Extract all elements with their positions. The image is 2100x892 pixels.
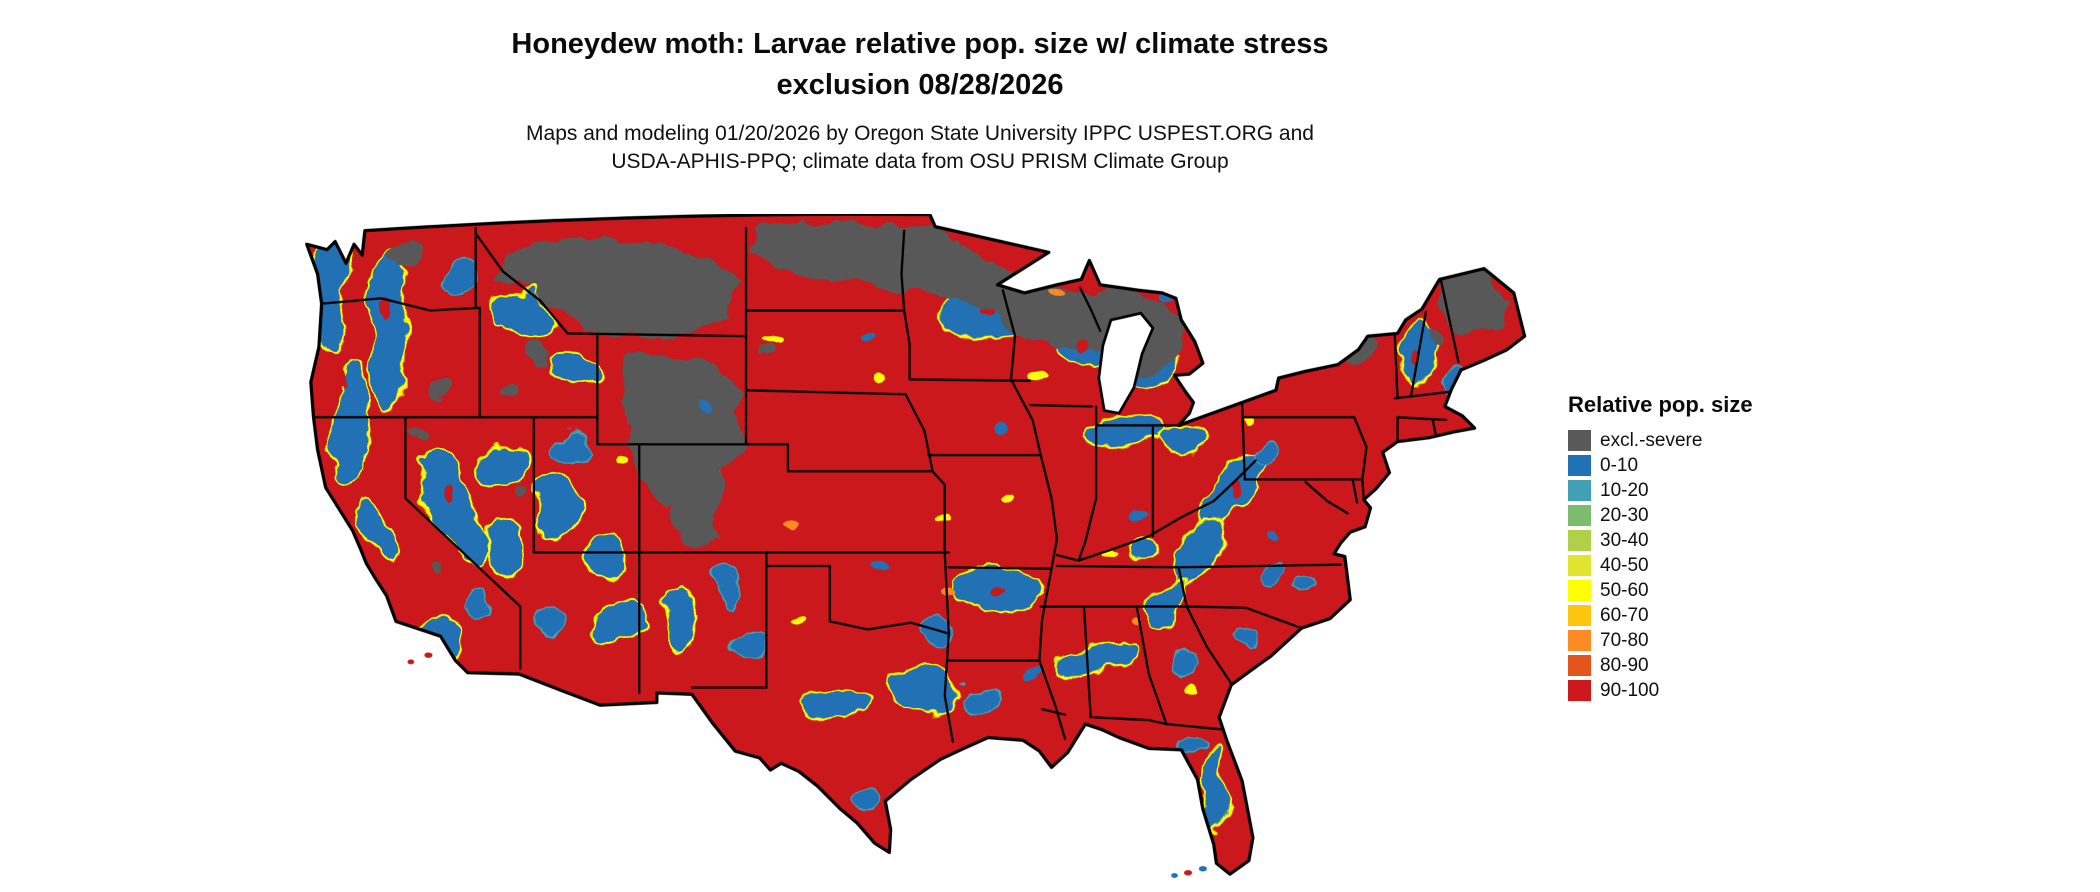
raster-excluded-regions — [386, 219, 1514, 572]
legend-swatch — [1568, 605, 1591, 626]
figure-subtitle: Maps and modeling 01/20/2026 by Oregon S… — [0, 120, 1840, 175]
legend-swatch — [1568, 480, 1591, 501]
legend-label: 70-80 — [1600, 629, 1649, 651]
state-borders — [315, 226, 1460, 743]
legend-row: 70-80 — [1568, 628, 1788, 653]
legend-label: 60-70 — [1600, 604, 1649, 626]
legend-label: excl.-severe — [1600, 429, 1703, 451]
legend-row: 40-50 — [1568, 553, 1788, 578]
us-map-figure — [300, 212, 1530, 880]
legend-row: 10-20 — [1568, 478, 1788, 503]
legend-swatch — [1568, 630, 1591, 651]
legend-row: 0-10 — [1568, 453, 1788, 478]
legend-label: 80-90 — [1600, 654, 1649, 676]
figure-title-line1: Honeydew moth: Larvae relative pop. size… — [511, 28, 1329, 60]
us-map — [305, 212, 1527, 878]
legend-label: 30-40 — [1600, 529, 1649, 551]
legend-label: 0-10 — [1600, 454, 1639, 476]
legend-label: 20-30 — [1600, 504, 1649, 526]
legend-label: 10-20 — [1600, 479, 1649, 501]
legend-label: 90-100 — [1600, 679, 1660, 701]
legend-swatch — [1568, 505, 1591, 526]
legend-swatch — [1568, 680, 1591, 701]
islands-and-keys — [407, 652, 1207, 878]
legend-swatch — [1568, 430, 1591, 451]
legend-row: 90-100 — [1568, 678, 1788, 703]
legend-label: 40-50 — [1600, 554, 1649, 576]
legend-swatch — [1568, 530, 1591, 551]
legend-row: 60-70 — [1568, 603, 1788, 628]
legend: Relative pop. size excl.-severe 0-10 10-… — [1568, 392, 1788, 703]
raster-low-pop-regions — [311, 237, 1434, 839]
us-outline — [305, 212, 1527, 876]
legend-row: 50-60 — [1568, 578, 1788, 603]
figure-subtitle-line1: Maps and modeling 01/20/2026 by Oregon S… — [526, 122, 1314, 145]
legend-row: 20-30 — [1568, 503, 1788, 528]
legend-swatch — [1568, 580, 1591, 601]
legend-swatch — [1568, 655, 1591, 676]
legend-swatch — [1568, 555, 1591, 576]
legend-row: 30-40 — [1568, 528, 1788, 553]
figure-title-line2: exclusion 08/28/2026 — [776, 68, 1064, 101]
legend-title: Relative pop. size — [1568, 392, 1753, 417]
legend-row: 80-90 — [1568, 653, 1788, 678]
figure-title: Honeydew moth: Larvae relative pop. size… — [0, 24, 1840, 105]
legend-label: 50-60 — [1600, 579, 1649, 601]
legend-row: excl.-severe — [1568, 428, 1788, 453]
legend-swatch — [1568, 455, 1591, 476]
population-raster — [306, 214, 1525, 875]
figure-subtitle-line2: USDA-APHIS-PPQ; climate data from OSU PR… — [611, 149, 1229, 173]
lake-michigan — [1097, 311, 1155, 415]
